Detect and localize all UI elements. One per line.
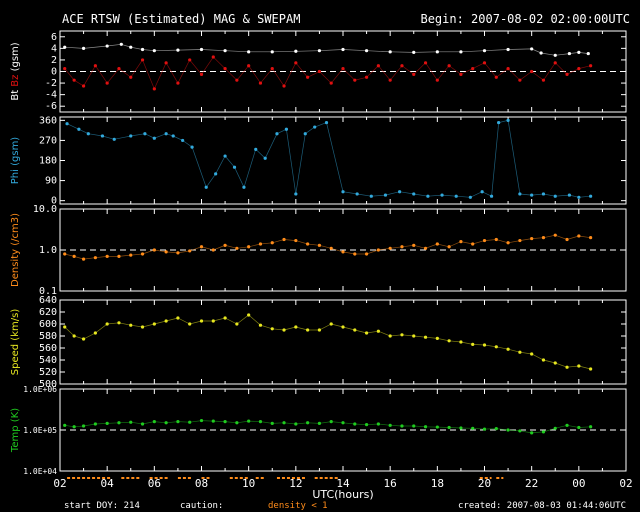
y-axis-label: Temp (K): [10, 408, 21, 453]
y-axis-label-part: Bz: [10, 75, 21, 90]
x-tick-label: 16: [384, 477, 397, 490]
data-point-speed: [589, 367, 593, 371]
y-tick-label: 600: [39, 319, 57, 330]
data-point-phi: [65, 122, 69, 126]
x-tick-label: 22: [525, 477, 538, 490]
series-trace-temp: [64, 420, 591, 434]
panel-density: 10.0 1.0 0.1 Density (/cm3): [10, 204, 627, 297]
y-tick-label: 560: [39, 343, 57, 354]
start-doy: start DOY: 214: [64, 501, 140, 511]
begin-time: Begin: 2007-08-02 02:00:00UTC: [420, 12, 630, 26]
x-tick-label: 02: [53, 477, 66, 490]
x-tick-label: 08: [195, 477, 208, 490]
data-point-density: [589, 236, 593, 240]
x-axis-label: UTC(hours): [312, 488, 373, 501]
y-tick-label: 6: [51, 32, 57, 43]
data-point-bz: [589, 64, 593, 68]
y-axis-label: Bt Bz (gsm): [10, 42, 21, 100]
data-point-phi: [589, 194, 593, 198]
x-tick-label: 10: [242, 477, 255, 490]
y-axis-label-part: Bt: [10, 90, 21, 101]
y-tick-label: 540: [39, 355, 57, 366]
y-tick-label: 0: [51, 67, 57, 78]
y-tick-label: 1.0E+05: [23, 426, 57, 435]
y-axis-label: Speed (km/s): [10, 309, 21, 376]
y-tick-label: -4: [45, 90, 57, 101]
series-trace-speed: [64, 314, 591, 370]
y-tick-label: 2: [51, 55, 57, 66]
x-tick-label: 12: [289, 477, 302, 490]
y-tick-label: 270: [39, 135, 57, 146]
series-trace-phi: [66, 119, 591, 198]
x-tick-label: 00: [572, 477, 585, 490]
x-tick-label: 20: [478, 477, 491, 490]
y-tick-label: 620: [39, 307, 57, 318]
y-tick-label: -6: [45, 101, 57, 112]
y-tick-label: 0: [51, 196, 57, 207]
panel-frame: [59, 299, 627, 385]
y-axis-label-part: (gsm): [10, 42, 21, 74]
caution-label: caution:: [180, 501, 223, 511]
x-tick-label: 06: [148, 477, 161, 490]
panel-phi: 360 270 180 90 0 Phi (gsm): [10, 115, 627, 207]
y-tick-label: 1.0E+06: [23, 385, 57, 394]
y-tick-label: 90: [45, 176, 57, 187]
y-tick-label: 520: [39, 367, 57, 378]
y-tick-label: 360: [39, 115, 57, 126]
data-point-temp: [589, 425, 593, 429]
y-tick-label: 10.0: [33, 204, 57, 215]
y-tick-label: 180: [39, 156, 57, 167]
y-axis-label: Phi (gsm): [10, 137, 21, 185]
y-tick-label: 1.0: [39, 245, 57, 256]
series-trace-bz: [64, 56, 591, 90]
series-trace-density: [64, 234, 591, 260]
series-trace-bt: [64, 43, 589, 56]
x-tick-label: 14: [336, 477, 350, 490]
created-time: created: 2007-08-03 01:44:06UTC: [458, 501, 626, 511]
chart-title: ACE RTSW (Estimated) MAG & SWEPAM: [62, 12, 301, 26]
caution-note: density < 1: [268, 501, 328, 511]
y-tick-label: 640: [39, 295, 57, 306]
y-tick-label: 1.0E+04: [23, 467, 57, 476]
x-tick-label: 02: [619, 477, 632, 490]
y-tick-label: 4: [51, 43, 57, 54]
y-tick-label: -2: [45, 78, 57, 89]
y-tick-label: 500: [39, 379, 57, 390]
panel-temp: 1.0E+06 1.0E+05 1.0E+04 Temp (K): [10, 385, 627, 476]
y-tick-label: 580: [39, 331, 57, 342]
x-tick-label: 18: [431, 477, 444, 490]
y-tick-label: 0.1: [39, 286, 57, 297]
y-axis-label: Density (/cm3): [10, 213, 21, 287]
x-tick-label: 04: [101, 477, 115, 490]
